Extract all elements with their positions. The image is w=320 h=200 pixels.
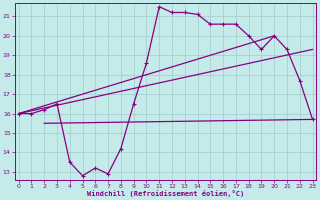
X-axis label: Windchill (Refroidissement éolien,°C): Windchill (Refroidissement éolien,°C) xyxy=(87,190,244,197)
